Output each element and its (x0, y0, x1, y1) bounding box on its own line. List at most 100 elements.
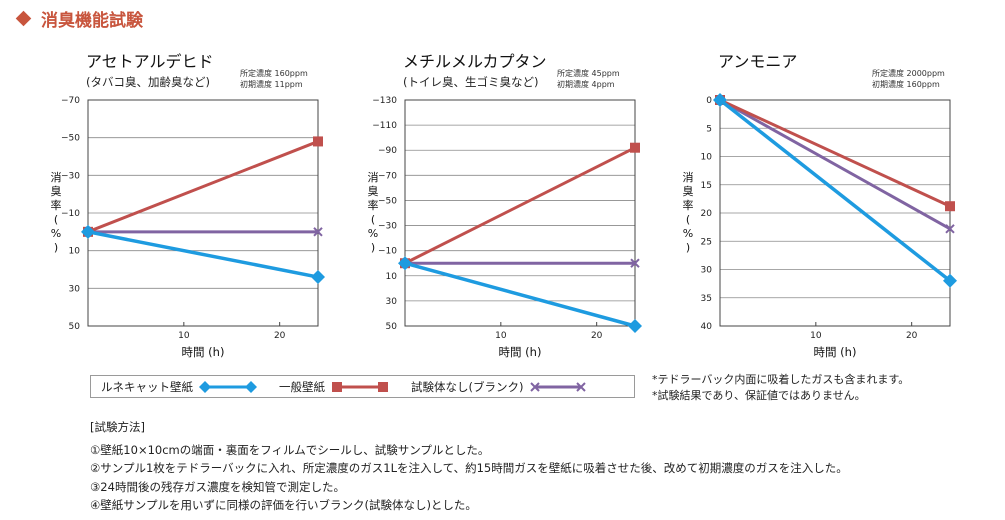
legend-label: ルネキャット壁紙 (101, 379, 193, 394)
plot-frame (404, 99, 636, 327)
series-line (719, 98, 951, 208)
data-point (630, 142, 640, 153)
y-axis-label: ) (371, 241, 375, 254)
y-tick-label: 50 (69, 322, 81, 332)
y-axis-label: % (51, 227, 61, 240)
y-tick-label: 15 (701, 181, 712, 191)
series-line (87, 230, 319, 279)
x-tick-label: 10 (810, 331, 822, 341)
legend-label: 試験体なし(ブランク) (411, 379, 524, 394)
y-axis-label: % (683, 227, 693, 240)
chart-condition: 所定濃度 2000ppm (872, 68, 945, 78)
x-axis-label: 時間 (h) (499, 345, 542, 359)
y-axis-label: 消 (51, 170, 62, 184)
diamond-bullet-icon (15, 10, 32, 27)
legend-label: 一般壁紙 (279, 379, 325, 394)
x-axis-label: 時間 (h) (182, 345, 225, 359)
test-method-step: ①壁紙10×10cmの端面・裏面をフィルムでシールし、試験サンプルとした。 (90, 442, 490, 457)
legend-item: ルネキャット壁紙 (101, 379, 257, 395)
y-tick-label: 20 (701, 209, 713, 219)
x-axis-label: 時間 (h) (814, 345, 857, 359)
series-line (87, 140, 319, 234)
chart-condition: 初期濃度 160ppm (872, 79, 940, 89)
y-tick-label: −70 (61, 96, 80, 106)
data-point (945, 224, 955, 234)
data-point (945, 201, 955, 212)
y-tick-label: 0 (706, 96, 712, 106)
y-axis-label: ( (54, 213, 58, 226)
chart-subtitle: (トイレ臭、生ゴミ臭など) (403, 75, 538, 89)
y-tick-label: 10 (69, 247, 81, 257)
legend-item: 一般壁紙 (279, 379, 389, 395)
footnote: *試験結果であり、保証値ではありません。 (652, 389, 866, 402)
footnotes: *テドラーバック内面に吸着したガスも含まれます。 *試験結果であり、保証値ではあ… (652, 372, 909, 404)
chart-subtitle: (タバコ臭、加齢臭など) (86, 75, 210, 89)
data-point (943, 273, 957, 288)
chart-acetaldehyde: アセトアルデヒド (タバコ臭、加齢臭など) 所定濃度 160ppm 初期濃度 11pp… (48, 50, 338, 365)
test-method: [試験方法] ①壁紙10×10cmの端面・裏面をフィルムでシールし、試験サンプル… (90, 418, 848, 515)
plot-frame (719, 99, 951, 327)
data-point (313, 227, 323, 237)
chart-condition: 所定濃度 160ppm (240, 68, 308, 78)
y-tick-label: 40 (701, 322, 713, 332)
test-method-step: ④壁紙サンプルを用いずに同様の評価を行いブランク(試験体なし)とした。 (90, 498, 477, 512)
y-tick-label: −50 (61, 134, 80, 144)
square-marker-icon (332, 381, 388, 392)
data-point (628, 319, 642, 333)
y-tick-label: 30 (701, 266, 713, 276)
y-tick-label: −30 (378, 222, 397, 232)
test-method-step: ③24時間後の残存ガス濃度を検知管で測定した。 (90, 479, 345, 494)
data-point (313, 136, 323, 147)
y-tick-label: −10 (61, 209, 80, 219)
plot-frame (87, 99, 319, 327)
test-method-step: ②サンプル1枚をテドラーバックに入れ、所定濃度のガス1Lを注入して、約15時間ガ… (90, 461, 848, 475)
data-point (311, 270, 325, 285)
y-tick-label: 50 (386, 322, 398, 332)
y-axis-label: 臭 (51, 184, 62, 198)
chart-title: アセトアルデヒド (86, 52, 214, 71)
chart-methyl-mercaptan: メチルメルカプタン (トイレ臭、生ゴミ臭など) 所定濃度 45ppm 初期濃度 4pp… (365, 50, 655, 365)
series-line (718, 98, 952, 283)
y-axis-label: 消 (683, 170, 694, 184)
series-line (404, 261, 636, 328)
y-tick-label: −110 (372, 121, 397, 131)
data-point (713, 93, 727, 107)
chart-legend: ルネキャット壁紙 一般壁紙 試験体なし(ブランク) (90, 375, 635, 398)
footnote: *テドラーバック内面に吸着したガスも含まれます。 (652, 373, 910, 386)
y-axis-label: ( (686, 213, 690, 226)
y-tick-label: 25 (701, 237, 712, 247)
test-method-title: [試験方法] (90, 420, 145, 434)
data-point (398, 256, 412, 271)
x-tick-label: 10 (178, 331, 190, 341)
y-axis-label: 臭 (683, 184, 694, 198)
series-line (404, 146, 636, 265)
y-axis-label: ) (686, 241, 690, 254)
data-point (630, 258, 640, 268)
chart-condition: 初期濃度 11ppm (240, 79, 303, 89)
chart-title: メチルメルカプタン (403, 52, 547, 71)
chart-condition: 所定濃度 45ppm (557, 68, 620, 78)
diamond-marker-icon (199, 380, 257, 393)
y-tick-label: −50 (378, 196, 397, 206)
data-point (81, 224, 95, 239)
y-tick-label: −70 (378, 171, 397, 181)
series-line (719, 98, 951, 231)
x-tick-label: 20 (591, 331, 603, 341)
y-tick-label: 10 (386, 272, 398, 282)
y-tick-label: 35 (701, 294, 712, 304)
y-tick-label: −90 (378, 146, 397, 156)
y-axis-label: ) (54, 241, 58, 254)
chart-ammonia: アンモニア 所定濃度 2000ppm 初期濃度 160ppm 0 5 10 15 20 25 30… (680, 50, 970, 365)
page-title: 消臭機能試験 (41, 11, 143, 31)
chart-title: アンモニア (718, 52, 797, 71)
y-axis-label: 率 (51, 198, 62, 212)
y-tick-label: −130 (372, 96, 397, 106)
y-axis-label: 率 (683, 198, 694, 212)
y-axis-label: 臭 (368, 184, 379, 198)
y-tick-label: 30 (69, 284, 81, 294)
y-axis-label: 消 (368, 170, 379, 184)
x-tick-label: 20 (274, 331, 286, 341)
cross-marker-icon (530, 381, 587, 392)
